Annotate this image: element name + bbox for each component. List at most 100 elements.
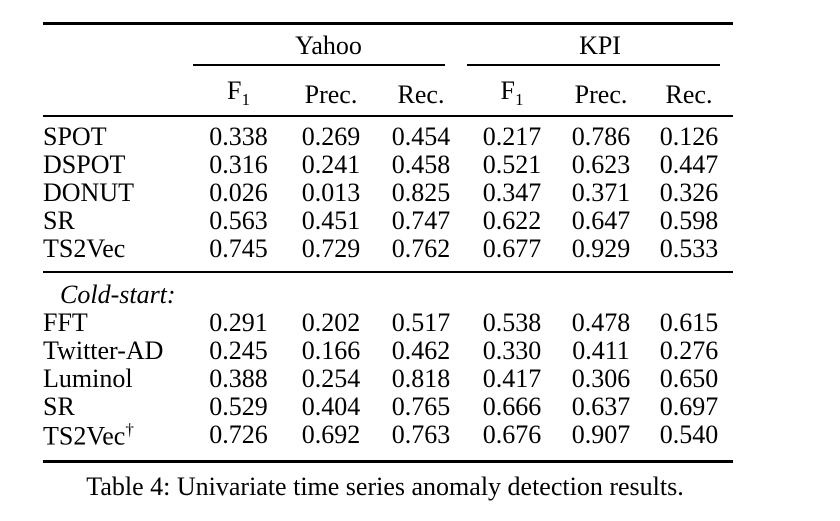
metric-value: 0.371 [571,178,631,207]
metric-value: 0.126 [659,122,719,151]
metric-value: 0.241 [301,150,361,179]
metric-value: 0.825 [391,178,451,207]
table-row: SR 0.563 0.451 0.747 0.622 0.647 0.598 [43,207,733,235]
metric-value: 0.615 [659,308,719,337]
yahoo-cmidrule [193,64,446,66]
metric-value: 0.217 [482,122,542,151]
metric-value: 0.765 [391,392,451,421]
metric-value: 0.326 [659,178,719,207]
metric-value: 0.762 [391,234,451,263]
results-table: Yahoo KPI F1 Prec. Rec. F1 Prec. Rec. [43,22,734,463]
table-row: TS2Vec† 0.726 0.692 0.763 0.676 0.907 0.540 [43,421,733,461]
metric-value: 0.347 [482,178,542,207]
table-body: SPOT 0.338 0.269 0.454 0.217 0.786 0.126 DSPOT 0… [43,116,734,461]
metric-value: 0.458 [391,150,451,179]
header-yahoo-prec: Prec. [287,66,375,117]
metric-value: 0.692 [301,420,361,450]
table-row: Twitter-AD 0.245 0.166 0.462 0.330 0.411 0.276 [43,337,733,365]
method-label: DONUT [43,178,134,207]
metric-value: 0.745 [209,234,268,263]
metric-value: 0.517 [391,308,451,337]
metric-value: 0.729 [301,234,361,263]
metric-value: 0.529 [209,392,268,421]
header-yahoo-rec: Rec. [375,66,468,117]
table-row: SR 0.529 0.404 0.765 0.666 0.637 0.697 [43,393,733,421]
metric-value: 0.929 [571,234,631,263]
metric-value: 0.538 [482,308,542,337]
metric-value: 0.269 [301,122,361,151]
metric-value: 0.454 [391,122,451,151]
metric-value: 0.447 [659,150,719,179]
metric-value: 0.533 [659,234,719,263]
group-label-yahoo: Yahoo [295,30,362,60]
method-label: TS2Vec [43,234,126,263]
metric-value: 0.907 [571,420,631,450]
metric-value: 0.747 [391,206,451,235]
table-row: FFT 0.291 0.202 0.517 0.538 0.478 0.615 [43,309,733,337]
metric-value: 0.786 [571,122,631,151]
metric-value: 0.622 [482,206,542,235]
metric-value: 0.306 [571,364,631,393]
table-caption: Table 4: Univariate time series anomaly … [86,472,684,501]
metric-value: 0.202 [301,308,361,337]
empty-corner-cell [43,24,190,67]
metric-value: 0.540 [659,420,719,450]
metric-value: 0.818 [391,364,451,393]
group-header-yahoo: Yahoo [190,24,467,66]
method-label: FFT [43,308,88,337]
metric-value: 0.478 [571,308,631,337]
metric-value: 0.676 [482,420,542,450]
metric-value: 0.330 [482,336,542,365]
method-label: Luminol [43,364,133,393]
metric-value: 0.637 [571,392,631,421]
f1-subscript: 1 [241,89,251,109]
method-label: Twitter-AD [43,336,164,365]
metric-value: 0.647 [571,206,631,235]
metric-header-row: F1 Prec. Rec. F1 Prec. Rec. [43,66,734,117]
metric-value: 0.563 [209,206,268,235]
metric-value: 0.726 [209,420,268,450]
metric-value: 0.677 [482,234,542,263]
table-row: Luminol 0.388 0.254 0.818 0.417 0.306 0.650 [43,365,733,393]
metric-value: 0.417 [482,364,542,393]
header-kpi-f1: F1 [467,66,558,117]
header-yahoo-f1: F1 [190,66,287,117]
metric-value: 0.623 [571,150,631,179]
group-header-kpi: KPI [467,24,733,66]
empty-label-cell [43,66,190,117]
table-row: DSPOT 0.316 0.241 0.458 0.521 0.623 0.447 [43,151,733,179]
method-label: TS2Vec† [43,420,134,451]
table-row: SPOT 0.338 0.269 0.454 0.217 0.786 0.126 [43,116,733,151]
metric-value: 0.166 [301,336,361,365]
metric-value: 0.254 [301,364,361,393]
header-kpi-prec: Prec. [557,66,646,117]
method-label: SR [43,206,75,235]
metric-value: 0.388 [209,364,268,393]
metric-value: 0.521 [482,150,542,179]
section-heading: Cold-start: [43,271,734,309]
table-header: Yahoo KPI F1 Prec. Rec. F1 Prec. Rec. [43,24,734,117]
group-header-row: Yahoo KPI [43,24,733,67]
metric-value: 0.650 [659,364,719,393]
f1-subscript: 1 [514,89,524,109]
metric-value: 0.291 [209,308,268,337]
f1-label: F [500,75,515,105]
method-label: DSPOT [43,150,126,179]
metric-value: 0.013 [301,178,361,207]
metric-value: 0.451 [301,206,361,235]
metric-value: 0.666 [482,392,542,421]
results-table-container: Yahoo KPI F1 Prec. Rec. F1 Prec. Rec. [43,22,734,463]
metric-value: 0.697 [659,392,719,421]
table-row: DONUT 0.026 0.013 0.825 0.347 0.371 0.326 [43,179,733,207]
metric-value: 0.026 [209,178,268,207]
kpi-cmidrule [467,64,721,66]
metric-value: 0.316 [209,150,268,179]
dagger-superscript: † [125,420,134,439]
method-label: SR [43,392,75,421]
metric-value: 0.598 [659,206,719,235]
header-kpi-rec: Rec. [645,66,734,117]
method-label: SPOT [43,122,107,151]
metric-value: 0.276 [659,336,719,365]
metric-value: 0.338 [209,122,268,151]
table-row: TS2Vec 0.745 0.729 0.762 0.677 0.929 0.533 [43,235,733,272]
